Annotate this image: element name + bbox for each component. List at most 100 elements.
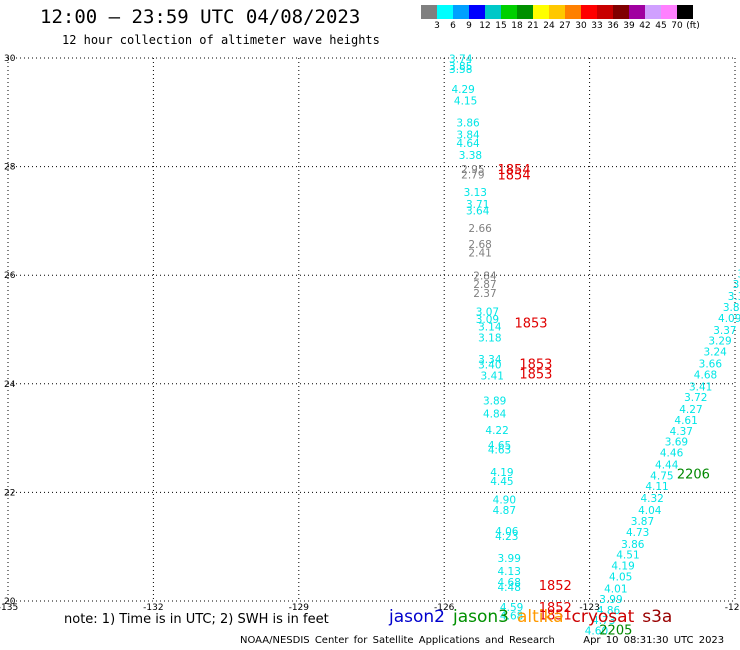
- color-scale-label: 24: [543, 21, 555, 31]
- wave-height-value: 3.34: [478, 354, 502, 366]
- color-scale-label: 9: [466, 21, 472, 31]
- lat-tick-label: 28: [4, 163, 16, 173]
- color-scale-cell: [485, 5, 501, 19]
- lat-tick-label: 26: [4, 271, 16, 281]
- map-subtitle: 12 hour collection of altimeter wave hei…: [62, 33, 380, 47]
- wave-height-value: 3.37: [713, 325, 736, 337]
- wave-height-value: 3.24: [703, 347, 727, 359]
- color-scale-label: 33: [591, 21, 603, 31]
- wave-height-value: 4.37: [670, 426, 693, 438]
- wave-height-value: 4.68: [694, 369, 717, 381]
- wave-height-value: 3.84: [456, 129, 480, 141]
- color-scale-cell: [645, 5, 661, 19]
- wave-height-value: 4.11: [645, 481, 668, 493]
- wave-height-value: 3.41: [689, 381, 712, 393]
- color-scale-cell: [437, 5, 453, 19]
- lon-tick-label: -132: [143, 603, 163, 613]
- units-note: note: 1) Time is in UTC; 2) SWH is in fe…: [64, 612, 329, 627]
- wave-height-value: 3.58: [449, 64, 472, 76]
- wave-height-value: 4.84: [483, 408, 507, 420]
- color-scale-cell: [533, 5, 549, 19]
- wave-height-value: 3.87: [723, 302, 740, 314]
- wave-height-value: 4.75: [650, 470, 673, 482]
- wave-height-value: 3.71: [466, 199, 489, 211]
- legend-item-s3a: s3a: [642, 607, 673, 627]
- wave-height-value: 3.41: [481, 370, 504, 382]
- color-scale-label: 15: [495, 21, 507, 31]
- wave-height-value: 4.68: [498, 577, 521, 589]
- pass-time-label: 1853: [519, 367, 552, 382]
- wave-height-value: 2.37: [473, 288, 496, 300]
- wave-height-value: 3.99: [599, 594, 622, 606]
- wave-height-value: 3.32: [737, 268, 740, 280]
- footer-credit: NOAA/NESDIS Center for Satellite Applica…: [240, 635, 724, 646]
- wave-height-value: 3.86: [456, 117, 480, 129]
- pass-time-label: 2206: [677, 467, 710, 482]
- legend-item-altika: altika: [517, 607, 564, 627]
- lat-tick-label: 22: [4, 488, 15, 498]
- wave-height-value: 4.29: [451, 84, 474, 96]
- color-scale-cell: [613, 5, 629, 19]
- pass-time-label: 2205: [599, 624, 632, 639]
- wave-height-value: 3.89: [483, 395, 506, 407]
- wave-height-value: 3.36: [728, 291, 740, 303]
- wave-height-value: 2.79: [461, 170, 484, 182]
- color-scale-label: 18: [511, 21, 523, 31]
- legend-item-jason2: jason2: [389, 607, 445, 627]
- wave-height-value: 4.19: [611, 561, 634, 573]
- wave-height-value: 4.46: [660, 448, 684, 460]
- footer-source: NOAA/NESDIS Center for Satellite Applica…: [240, 635, 555, 646]
- color-scale-label: 21: [527, 21, 539, 31]
- color-scale-label: 30: [575, 21, 587, 31]
- wave-height-value: 4.05: [609, 571, 632, 583]
- pass-time-label: 1853: [514, 316, 547, 331]
- pass-time-label: 1854: [498, 169, 531, 184]
- color-scale-label: 12: [479, 21, 491, 31]
- wave-height-value: 3.87: [631, 516, 654, 528]
- wave-height-value: 4.23: [495, 531, 518, 543]
- wave-height-value: 4.90: [493, 494, 516, 506]
- lon-tick-label: -129: [289, 603, 310, 613]
- wave-height-value: 4.60: [585, 626, 608, 638]
- pass-time-label: 1854: [498, 163, 531, 178]
- color-scale-cell: [661, 5, 677, 19]
- wave-height-value: 3.29: [708, 336, 731, 348]
- color-scale-swatches: [421, 5, 693, 19]
- wave-height-value: 3.09: [476, 314, 499, 326]
- wave-height-value: 4.73: [626, 527, 649, 539]
- lat-tick-label: 20: [4, 597, 16, 607]
- lat-tick-label: 30: [4, 54, 16, 64]
- lon-tick-label: -135: [0, 603, 18, 613]
- wave-height-value: 4.01: [604, 583, 627, 595]
- pass-time-label: 1851: [539, 608, 572, 623]
- color-scale-cell: [565, 5, 581, 19]
- footer-timestamp: Apr 10 08:31:30 UTC 2023: [583, 635, 725, 646]
- wave-height-value: 4.87: [493, 505, 516, 517]
- wave-height-value: 4.32: [640, 493, 663, 505]
- wave-height-value: 4.59: [500, 602, 523, 614]
- wave-height-value: 2.87: [473, 279, 496, 291]
- pass-time-label: 1852: [539, 579, 572, 594]
- wave-height-value: 4.15: [454, 96, 477, 108]
- wave-height-value: 2.84: [473, 271, 497, 283]
- color-scale-label: 27: [559, 21, 571, 31]
- wave-height-value: 3.18: [478, 332, 501, 344]
- color-scale-label: 42: [639, 21, 651, 31]
- color-scale-cell: [629, 5, 645, 19]
- wave-height-value: 4.22: [485, 425, 508, 437]
- color-scale-cell: [597, 5, 613, 19]
- wave-height-value: 3.07: [476, 306, 499, 318]
- wave-height-value: 4.61: [674, 415, 697, 427]
- wave-height-value: 3.13: [464, 187, 487, 199]
- wave-height-value: 4.27: [679, 404, 702, 416]
- wave-height-value: 4.44: [655, 460, 679, 472]
- wave-height-value: 4.51: [616, 550, 639, 562]
- legend-item-cryosat: cryosat: [571, 607, 635, 627]
- wave-height-value: 3.40: [478, 360, 501, 372]
- lon-tick-label: -120: [725, 603, 740, 613]
- color-scale-label: 45: [655, 21, 667, 31]
- wave-height-value: 3.85: [449, 61, 472, 73]
- wave-height-value: 4.63: [488, 444, 511, 456]
- satellite-legend: jason2 jason3 altika cryosat s3a: [389, 607, 680, 627]
